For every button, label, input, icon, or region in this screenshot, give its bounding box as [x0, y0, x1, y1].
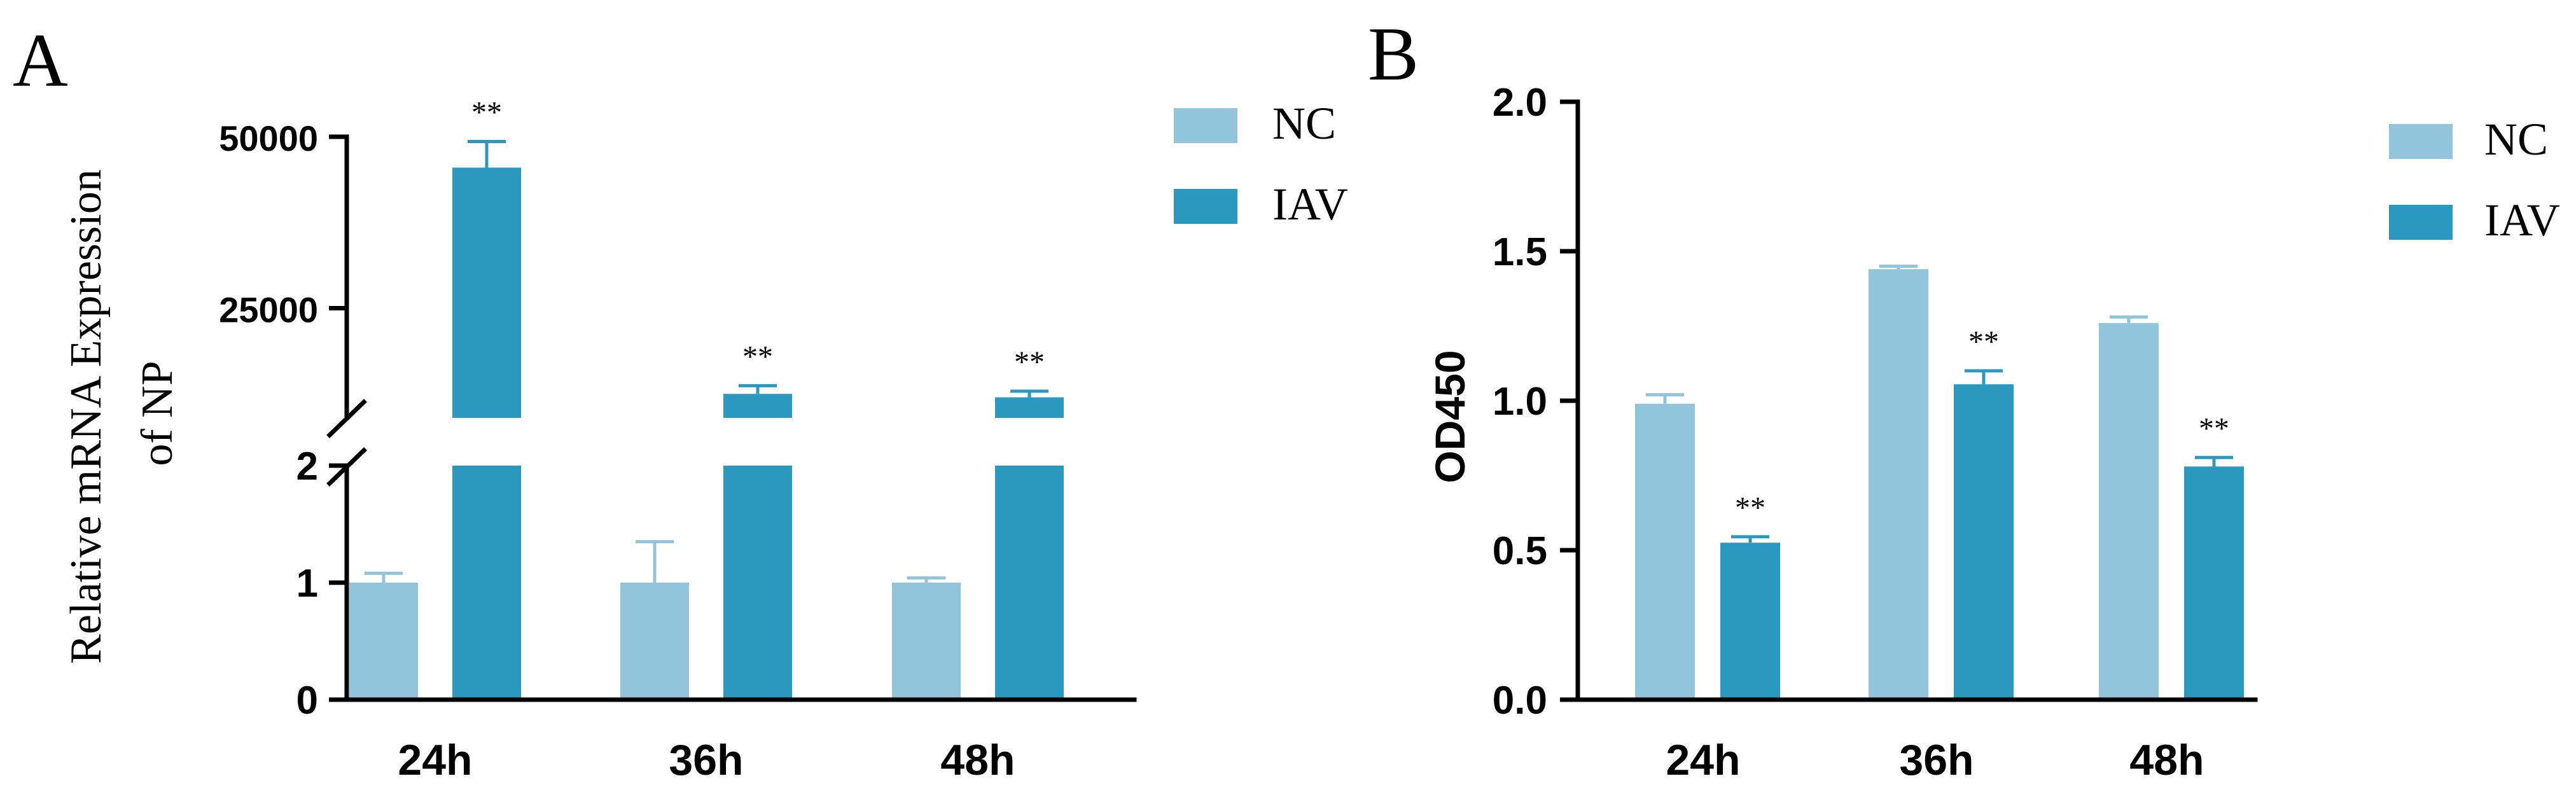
bar-a-nc-36h — [620, 583, 689, 700]
legend-label-a-IAV: IAV — [1272, 179, 1348, 230]
panel-a-legend: NC IAV — [1174, 98, 1348, 230]
significance-a-48h: ** — [1014, 345, 1045, 379]
bar-b-iav-24h — [1720, 543, 1780, 700]
significance-a-24h: ** — [471, 96, 502, 130]
panel-a-letter: A — [13, 18, 68, 102]
ytick-label-b-1.5: 1.5 — [1493, 230, 1547, 274]
bar-b-iav-48h — [2184, 466, 2244, 700]
legend-swatch-b-IAV — [2389, 205, 2453, 240]
bar-b-iav-36h — [1954, 384, 2014, 700]
ytick-label-a-0: 0 — [296, 679, 318, 723]
legend-swatch-a-IAV — [1174, 189, 1237, 224]
legend-swatch-a-NC — [1174, 108, 1237, 143]
bar-b-nc-36h — [1869, 269, 1928, 700]
legend-label-b-IAV: IAV — [2484, 195, 2560, 246]
panel-b-legend: NC IAV — [2389, 114, 2560, 246]
significance-b-24h: ** — [1735, 491, 1765, 525]
xtick-a-48h: 48h — [940, 736, 1015, 784]
ytick-label-a-1: 1 — [296, 562, 318, 606]
panel-a-ylabel-line2: of NP — [133, 361, 182, 466]
ytick-label-a-50000: 50000 — [219, 118, 318, 158]
ytick-label-a-2: 2 — [296, 445, 318, 489]
ytick-label-b-0.0: 0.0 — [1493, 679, 1547, 723]
ytick-label-a-25000: 25000 — [219, 290, 318, 330]
xtick-b-24h: 24h — [1666, 736, 1740, 784]
significance-a-36h: ** — [742, 340, 773, 373]
significance-b-36h: ** — [1968, 325, 1999, 359]
bar-b-nc-48h — [2099, 322, 2159, 700]
significance-b-48h: ** — [2199, 412, 2229, 445]
panel-b-letter: B — [1368, 11, 1419, 96]
xtick-a-24h: 24h — [398, 736, 472, 784]
panel-a: A Relative mRNA Expression of NP **** ** … — [13, 18, 1348, 784]
bar-a-iav-lower-48h — [995, 466, 1064, 700]
ytick-label-b-2.0: 2.0 — [1493, 81, 1547, 125]
ytick-label-b-0.5: 0.5 — [1493, 529, 1547, 573]
bar-a-iav-upper-48h — [995, 397, 1064, 418]
legend-swatch-b-NC — [2389, 124, 2453, 159]
ytick-label-b-1.0: 1.0 — [1493, 380, 1547, 424]
axis-break-a-upper — [326, 399, 367, 438]
bar-a-iav-lower-24h — [452, 466, 521, 700]
xtick-b-48h: 48h — [2129, 736, 2204, 784]
legend-label-b-NC: NC — [2484, 114, 2548, 165]
legend-label-a-NC: NC — [1272, 98, 1336, 149]
xtick-b-36h: 36h — [1899, 736, 1974, 784]
panel-b-ylabel: OD450 — [1426, 350, 1473, 483]
panel-b: B OD450 ****** 24h 36h 48h0.00.51.01.52.0 … — [1368, 11, 2560, 784]
bar-b-nc-24h — [1635, 403, 1695, 700]
bar-a-nc-48h — [892, 583, 961, 700]
xtick-a-36h: 36h — [669, 736, 743, 784]
bar-a-iav-lower-36h — [723, 466, 792, 700]
bar-a-nc-24h — [349, 583, 418, 700]
bar-a-iav-upper-36h — [723, 394, 792, 418]
bar-a-iav-upper-24h — [452, 167, 521, 418]
panel-a-ylabel-line1: Relative mRNA Expression — [62, 169, 111, 664]
